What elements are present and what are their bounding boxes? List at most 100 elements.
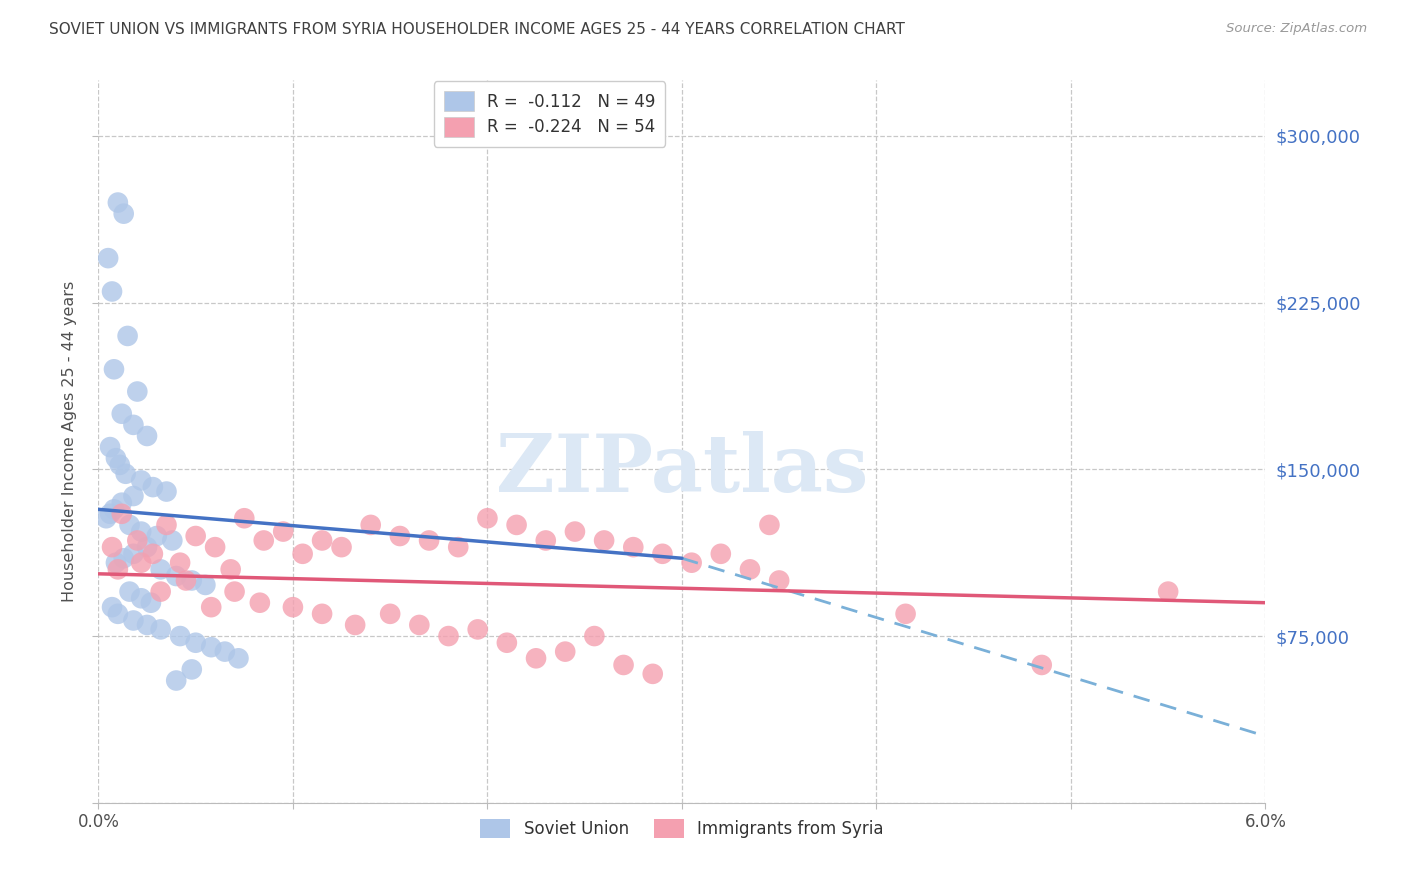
Point [360,517,382,532]
Point [330,540,353,554]
Point [107,607,129,621]
Point [139,596,162,610]
Point [380,607,402,621]
Point [104,451,127,466]
Point [103,502,125,516]
Point [1031,657,1053,672]
Point [249,596,271,610]
Point [165,673,187,688]
Point [344,618,367,632]
Point [233,511,256,525]
Point [136,429,159,443]
Point [155,517,177,532]
Point [107,562,129,576]
Point [127,533,149,548]
Point [408,618,430,632]
Point [505,517,527,532]
Text: Source: ZipAtlas.com: Source: ZipAtlas.com [1226,22,1367,36]
Text: SOVIET UNION VS IMMIGRANTS FROM SYRIA HOUSEHOLDER INCOME AGES 25 - 44 YEARS CORR: SOVIET UNION VS IMMIGRANTS FROM SYRIA HO… [49,22,905,37]
Point [98,507,121,521]
Point [281,600,304,615]
Point [111,507,134,521]
Point [524,651,547,665]
Point [224,584,246,599]
Point [136,618,159,632]
Point [641,666,664,681]
Point [149,584,172,599]
Point [554,645,576,659]
Point [112,551,135,566]
Point [122,489,145,503]
Point [477,511,499,525]
Point [621,540,644,554]
Point [180,662,202,676]
Point [114,467,136,481]
Point [136,540,159,554]
Point [184,636,207,650]
Point [651,547,673,561]
Point [129,474,152,488]
Point [388,529,411,543]
Point [200,640,222,655]
Point [583,629,606,643]
Point [174,574,197,588]
Point [194,578,217,592]
Point [169,556,191,570]
Point [219,562,242,576]
Point [117,329,139,343]
Legend: Soviet Union, Immigrants from Syria: Soviet Union, Immigrants from Syria [474,813,890,845]
Point [111,407,134,421]
Point [564,524,586,539]
Point [142,547,165,561]
Point [98,440,121,454]
Point [228,651,250,665]
Point [129,556,152,570]
Point [291,547,314,561]
Point [146,529,169,543]
Point [593,533,616,548]
Point [122,417,145,432]
Point [101,600,124,615]
Point [681,556,703,570]
Point [437,629,460,643]
Point [127,384,149,399]
Point [418,533,440,548]
Point [253,533,276,548]
Y-axis label: Householder Income Ages 25 - 44 years: Householder Income Ages 25 - 44 years [62,281,77,602]
Point [200,600,222,615]
Point [758,517,780,532]
Point [162,533,184,548]
Point [496,636,519,650]
Point [169,629,191,643]
Point [149,562,172,576]
Point [467,623,489,637]
Point [613,657,636,672]
Point [96,511,118,525]
Point [184,529,207,543]
Point [738,562,761,576]
Point [111,496,134,510]
Point [768,574,790,588]
Point [104,556,127,570]
Point [108,458,131,472]
Point [129,591,152,606]
Point [118,517,141,532]
Point [122,614,145,628]
Point [1157,584,1180,599]
Point [97,251,120,265]
Point [122,547,145,561]
Point [155,484,177,499]
Point [447,540,470,554]
Point [107,195,129,210]
Point [894,607,917,621]
Point [214,645,236,659]
Point [180,574,202,588]
Text: ZIPatlas: ZIPatlas [496,432,868,509]
Point [204,540,226,554]
Point [129,524,152,539]
Point [101,285,124,299]
Point [142,480,165,494]
Point [165,569,187,583]
Point [534,533,557,548]
Point [710,547,733,561]
